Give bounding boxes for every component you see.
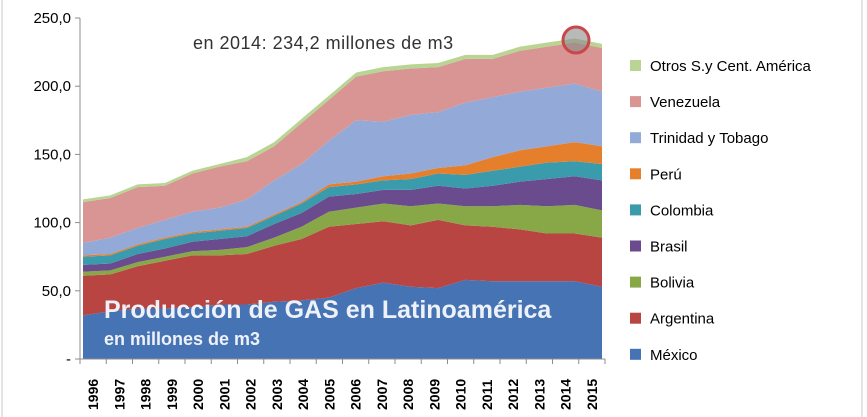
annotation-text: en 2014: 234,2 millones de m3 [193,33,454,53]
x-tick-label: 2001 [216,379,232,410]
area-bolivia [83,203,602,276]
legend-label-peru: Perú [650,166,682,183]
chart-subtitle: en millones de m3 [104,329,260,349]
x-tick-label: 2004 [295,379,311,410]
legend-label-bolivia: Bolivia [650,275,695,292]
chart-title: Producción de GAS en Latinoamérica [104,296,552,324]
x-tick-label: 2006 [348,379,364,410]
x-tick-label: 1998 [138,379,154,410]
legend-swatch-venezuela [630,96,641,108]
legend-swatch-otros-s-y-cent-america [630,60,641,71]
legend-swatch-argentina [630,312,641,324]
area-argentina [83,219,602,316]
x-tick-label: 2012 [505,379,521,410]
legend-swatch-peru [630,168,641,180]
x-tick-label: 2008 [400,379,416,410]
area-otros-s-y-cent-america [83,38,602,203]
legend-swatch-bolivia [630,276,641,288]
y-tick-label: - [66,351,71,368]
y-tick-label: 50,0 [42,283,71,300]
legend-swatch-trinidad-y-tobago [630,132,641,144]
y-tick-label: 250,0 [33,10,71,27]
area-colombia [83,161,602,265]
x-tick-label: 2007 [374,379,390,410]
area-venezuela [83,42,602,244]
x-tick-label: 1999 [164,379,180,410]
x-tick-label: 2011 [479,379,495,410]
legend-label-colombia: Colombia [650,202,714,219]
y-tick-label: 200,0 [33,78,71,95]
x-tick-label: 2015 [584,379,600,410]
area-peru [83,142,602,257]
x-tick-label: 2003 [269,379,285,410]
x-tick-label: 2014 [558,379,574,410]
legend-label-brasil: Brasil [650,239,688,256]
legend-label-mexico: México [650,347,698,364]
area-layers [83,38,602,359]
legend: Otros S.y Cent. América Venezuela Trinidad… [630,58,812,364]
area-brasil [83,176,602,272]
area-mexico [83,279,602,359]
legend-label-argentina: Argentina [650,311,715,328]
x-tick-label: 2005 [321,379,337,410]
legend-label-venezuela: Venezuela [650,94,721,111]
x-tick-label: 2000 [190,379,206,410]
area-trinidad-y-tobago [83,83,602,256]
y-tick-label: 150,0 [33,146,71,163]
x-tick-label: 2009 [426,379,442,410]
legend-label-otros-s-y-cent-america: Otros S.y Cent. América [650,58,812,75]
x-tick-label: 2002 [243,379,259,410]
legend-swatch-colombia [630,204,641,216]
x-tick-label: 1996 [85,379,101,410]
axes: - 50,0 100,0 150,0 200,0 250,0 1996 1997 1998 199… [33,10,606,410]
x-tick-label: 2010 [453,379,469,410]
x-tick-label: 1997 [111,379,127,410]
legend-swatch-mexico [630,348,641,360]
x-tick-label: 2013 [531,379,547,410]
legend-swatch-brasil [630,240,641,252]
y-tick-label: 100,0 [33,215,71,232]
legend-label-trinidad-y-tobago: Trinidad y Tobago [650,130,768,147]
highlight-circle [561,25,591,55]
